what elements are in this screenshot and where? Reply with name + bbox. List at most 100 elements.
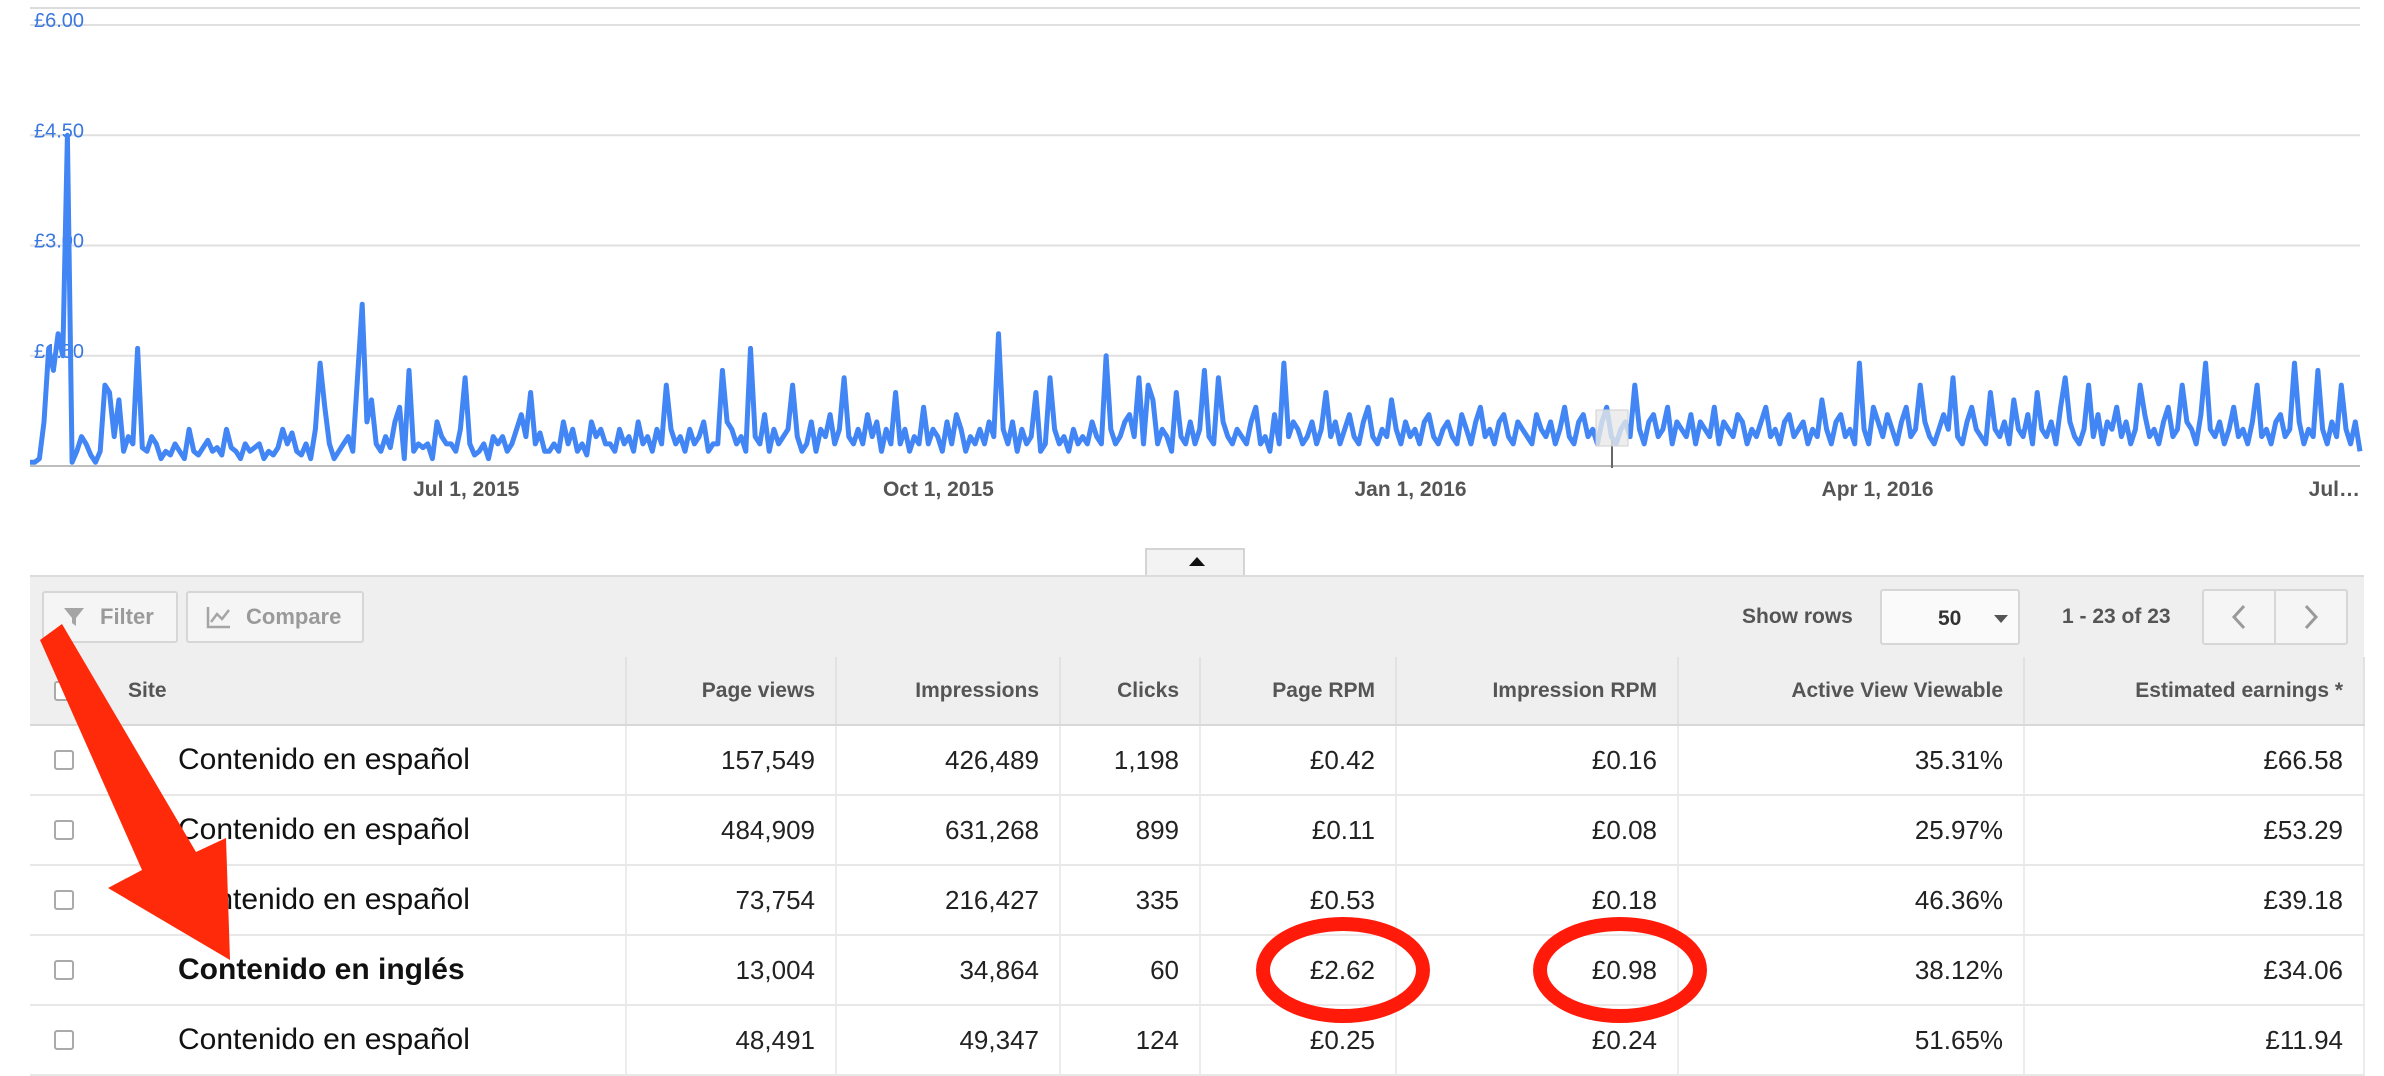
page-views-cell: 484,909: [626, 795, 837, 866]
earnings-cell: £11.94: [2024, 1005, 2365, 1076]
site-name[interactable]: Contenido en inglés: [178, 953, 465, 986]
x-tick-label: Jul…: [2309, 478, 2360, 501]
filter-button[interactable]: Filter: [42, 591, 178, 643]
filter-icon: [64, 608, 84, 626]
site-cell: Contenido en inglés: [30, 935, 627, 1006]
column-header-page-rpm[interactable]: Page RPM: [1200, 657, 1397, 726]
impressions-cell: 34,864: [836, 935, 1061, 1006]
impressions-cell: 631,268: [836, 795, 1061, 866]
row-checkbox[interactable]: [54, 890, 74, 910]
x-tick-label: Apr 1, 2016: [1822, 478, 1934, 501]
x-tick-label: Jan 1, 2016: [1355, 478, 1467, 501]
y-tick-label: £3.00: [34, 231, 84, 253]
select-all-checkbox[interactable]: [54, 681, 74, 701]
filter-label: Filter: [100, 604, 154, 629]
site-cell: Contenido en español: [30, 865, 627, 936]
impressions-cell: 216,427: [836, 865, 1061, 936]
page-views-cell: 73,754: [626, 865, 837, 936]
annotation-marker: [1595, 409, 1629, 468]
table-toolbar: Filter Compare Show rows 50 1 - 23 of 23: [30, 575, 2364, 657]
page-views-cell: 13,004: [626, 935, 837, 1006]
x-axis: Jul 1, 2015 Oct 1, 2015 Jan 1, 2016 Apr 1, …: [30, 465, 2360, 501]
page-views-cell: 157,549: [626, 725, 837, 796]
x-tick-label: Oct 1, 2015: [883, 478, 994, 501]
column-header-page-views[interactable]: Page views: [626, 657, 837, 726]
row-checkbox[interactable]: [54, 750, 74, 770]
impression-rpm-cell: £0.18: [1396, 865, 1679, 936]
table-header-row: Site Page views Impressions Clicks Page …: [30, 657, 2365, 726]
rows-per-page-value: 50: [1938, 607, 1962, 630]
table-row: Contenido en inglés 13,004 34,864 60 £2.…: [30, 935, 2365, 1006]
chevron-right-icon: [2304, 604, 2319, 630]
clicks-cell: 335: [1060, 865, 1201, 936]
viewable-cell: 46.36%: [1678, 865, 2025, 936]
prev-page-button[interactable]: [2202, 589, 2276, 645]
clicks-cell: 1,198: [1060, 725, 1201, 796]
rows-per-page-select[interactable]: 50: [1880, 589, 2020, 645]
table-row: Contenido en español 73,754 216,427 335 …: [30, 865, 2365, 936]
row-checkbox[interactable]: [54, 960, 74, 980]
collapse-chart-tab[interactable]: [1145, 548, 1245, 576]
column-header-impressions[interactable]: Impressions: [836, 657, 1061, 726]
column-header-impression-rpm[interactable]: Impression RPM: [1396, 657, 1679, 726]
y-axis-labels: £6.00£4.50£3.00£1.50: [34, 10, 84, 363]
chevron-left-icon: [2231, 604, 2246, 630]
table-row: Contenido en español 157,549 426,489 1,1…: [30, 725, 2365, 796]
column-header-active-view-viewable[interactable]: Active View Viewable: [1678, 657, 2025, 726]
show-rows-label: Show rows: [1742, 605, 1853, 628]
compare-label: Compare: [246, 604, 342, 629]
column-header-estimated-earnings[interactable]: Estimated earnings *: [2024, 657, 2365, 726]
impression-rpm-cell: £0.16: [1396, 725, 1679, 796]
row-checkbox[interactable]: [54, 1030, 74, 1050]
column-header-label: Site: [128, 678, 167, 702]
compare-button[interactable]: Compare: [186, 591, 364, 643]
earnings-series-line: [30, 132, 2363, 465]
x-tick-label: Jul 1, 2015: [413, 478, 520, 501]
page-rpm-cell: £0.25: [1200, 1005, 1397, 1076]
site-cell: Contenido en español: [30, 1005, 627, 1076]
impressions-cell: 426,489: [836, 725, 1061, 796]
column-header-site[interactable]: Site: [30, 657, 627, 726]
column-header-clicks[interactable]: Clicks: [1060, 657, 1201, 726]
viewable-cell: 35.31%: [1678, 725, 2025, 796]
earnings-cell: £66.58: [2024, 725, 2365, 796]
earnings-cell: £53.29: [2024, 795, 2365, 866]
site-name[interactable]: Contenido en español: [178, 1023, 470, 1056]
clicks-cell: 899: [1060, 795, 1201, 866]
earnings-cell: £39.18: [2024, 865, 2365, 936]
page-rpm-cell: £0.42: [1200, 725, 1397, 796]
row-checkbox[interactable]: [54, 820, 74, 840]
impression-rpm-cell: £0.98: [1396, 935, 1679, 1006]
chart-gridlines: [30, 7, 2360, 357]
y-tick-label: £6.00: [34, 10, 84, 32]
site-cell: Contenido en español: [30, 725, 627, 796]
page-rpm-cell: £2.62: [1200, 935, 1397, 1006]
clicks-cell: 124: [1060, 1005, 1201, 1076]
annotation-flag-icon[interactable]: [1595, 409, 1629, 447]
site-name[interactable]: Contenido en español: [178, 883, 470, 916]
impression-rpm-cell: £0.24: [1396, 1005, 1679, 1076]
chevron-down-icon: [1994, 615, 2008, 623]
earnings-cell: £34.06: [2024, 935, 2365, 1006]
earnings-chart: £6.00 £4.50 £3.00 £1.50 Jul 1, 2015 Oct 1, 2…: [0, 0, 2384, 520]
page-rpm-cell: £0.11: [1200, 795, 1397, 866]
pagination-range: 1 - 23 of 23: [2062, 605, 2171, 628]
chart-series: [30, 132, 2363, 465]
compare-chart-icon: [206, 607, 230, 629]
table-row: Contenido en español 484,909 631,268 899…: [30, 795, 2365, 866]
site-cell: Contenido en español: [30, 795, 627, 866]
clicks-cell: 60: [1060, 935, 1201, 1006]
sites-report-table: Site Page views Impressions Clicks Page …: [30, 657, 2365, 1076]
line-chart: £6.00£4.50£3.00£1.50 Jul 1, 2015 Oct 1, 2…: [30, 7, 2363, 501]
page-views-cell: 48,491: [626, 1005, 837, 1076]
viewable-cell: 38.12%: [1678, 935, 2025, 1006]
site-name[interactable]: Contenido en español: [178, 743, 470, 776]
impression-rpm-cell: £0.08: [1396, 795, 1679, 866]
viewable-cell: 51.65%: [1678, 1005, 2025, 1076]
collapse-arrow-icon: [1189, 557, 1205, 566]
y-tick-label: £4.50: [34, 120, 84, 142]
table-row: Contenido en español 48,491 49,347 124 £…: [30, 1005, 2365, 1076]
site-name[interactable]: Contenido en español: [178, 813, 470, 846]
next-page-button[interactable]: [2274, 589, 2348, 645]
page-rpm-cell: £0.53: [1200, 865, 1397, 936]
